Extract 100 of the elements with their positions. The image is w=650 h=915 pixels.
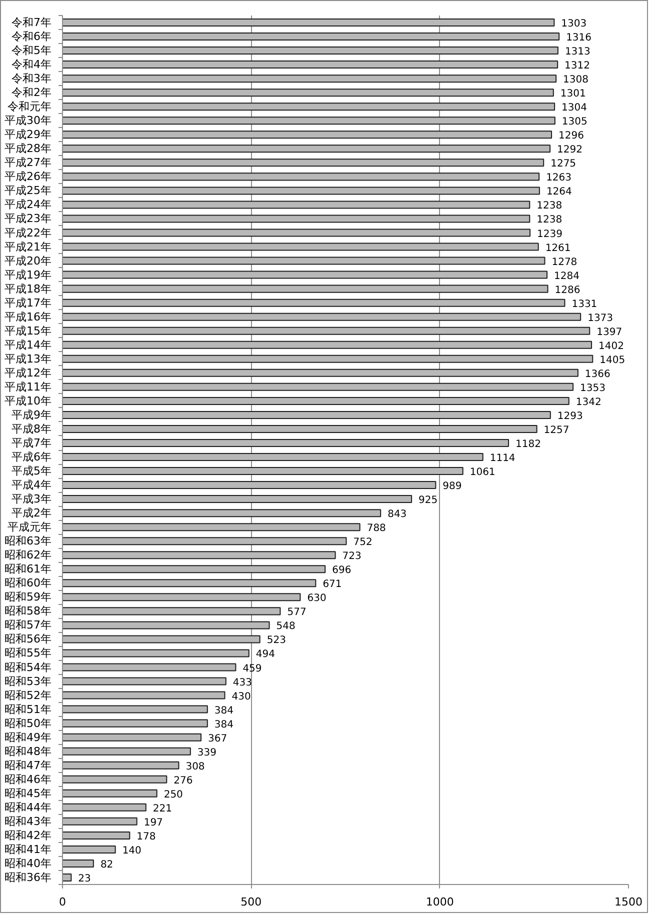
y-tick-label: 昭和53年 [4, 674, 52, 688]
data-label: 1239 [537, 228, 562, 240]
y-tick-label: 平成22年 [4, 226, 52, 240]
y-tick-label: 平成25年 [4, 184, 52, 198]
bar [62, 438, 510, 447]
bar [62, 46, 558, 55]
data-label: 1238 [536, 214, 562, 226]
data-label: 1305 [562, 116, 588, 128]
bar [62, 256, 546, 265]
bar [62, 228, 531, 237]
y-tick-label: 平成26年 [4, 170, 52, 184]
bar [62, 368, 578, 377]
bar [62, 74, 557, 83]
bar [62, 270, 548, 279]
data-label: 1061 [470, 467, 496, 478]
data-label: 925 [418, 495, 438, 506]
data-label: 140 [122, 845, 142, 856]
data-label: 308 [186, 761, 205, 772]
data-label: 1296 [558, 130, 584, 142]
bar [62, 214, 530, 223]
y-tick-label: 昭和52年 [4, 688, 52, 702]
y-tick-label: 昭和51年 [4, 702, 52, 716]
bar [62, 410, 551, 419]
y-tick-label: 平成17年 [4, 296, 52, 310]
bar [62, 635, 260, 644]
y-tick-label: 令和6年 [12, 30, 52, 44]
y-tick-label: 平成24年 [4, 198, 52, 212]
y-tick-label: 昭和56年 [4, 632, 52, 646]
bar [62, 621, 270, 630]
bar [62, 298, 566, 307]
bar [62, 312, 582, 321]
bar [62, 537, 347, 546]
data-label: 1402 [598, 340, 624, 352]
bar [62, 509, 382, 518]
data-label: 1238 [536, 200, 562, 212]
y-tick-label: 平成7年 [12, 436, 52, 450]
bar [62, 32, 560, 41]
data-label: 178 [136, 831, 156, 842]
data-label: 723 [342, 551, 362, 562]
bar [62, 453, 484, 462]
data-label: 459 [242, 663, 262, 674]
y-tick-label: 平成20年 [4, 254, 52, 268]
data-label: 1284 [554, 270, 580, 282]
data-label: 989 [442, 481, 462, 492]
y-tick-label: 平成21年 [4, 240, 52, 254]
y-tick-label: 昭和55年 [4, 646, 52, 660]
data-label: 1312 [564, 60, 590, 72]
y-tick-label: 平成12年 [4, 366, 52, 380]
y-tick-label: 平成3年 [12, 492, 52, 506]
bar [62, 18, 555, 27]
data-label: 523 [266, 635, 286, 646]
x-tick-label: 1500 [614, 896, 643, 908]
y-tick-label: 昭和47年 [4, 758, 52, 772]
bar [62, 719, 208, 728]
bar [62, 102, 556, 111]
y-tick-label: 昭和40年 [4, 856, 52, 870]
bar [62, 593, 301, 602]
data-label: 82 [100, 859, 114, 870]
bar [62, 789, 158, 798]
bar [62, 144, 551, 153]
bar [62, 873, 72, 882]
y-tick-label: 昭和41年 [4, 842, 52, 856]
y-tick-label: 昭和44年 [4, 800, 52, 814]
data-label: 494 [256, 649, 275, 660]
data-label: 1261 [545, 242, 571, 254]
y-tick-label: 昭和45年 [4, 786, 52, 800]
data-label: 1373 [588, 312, 614, 324]
data-label: 1316 [566, 32, 592, 44]
bar [62, 803, 146, 812]
bar [62, 551, 336, 560]
y-tick-label: 昭和60年 [4, 576, 52, 590]
y-tick-label: 昭和48年 [4, 744, 52, 758]
x-tick-label: 1000 [426, 896, 454, 908]
bar [62, 677, 226, 686]
bar [62, 158, 544, 167]
bar [62, 88, 554, 97]
y-tick-label: 令和4年 [12, 58, 52, 72]
bar [62, 467, 464, 476]
data-label: 1264 [546, 186, 572, 198]
data-label: 430 [232, 691, 251, 702]
y-tick-label: 昭和57年 [4, 618, 52, 632]
data-label: 1342 [576, 396, 602, 408]
y-tick-label: 令和3年 [12, 72, 52, 86]
y-tick-label: 平成13年 [4, 352, 52, 366]
y-tick-label: 昭和36年 [4, 870, 52, 884]
data-label: 1275 [550, 158, 576, 170]
data-label: 1366 [584, 368, 610, 380]
y-tick-label: 平成元年 [8, 520, 52, 534]
bar [62, 747, 191, 756]
y-tick-label: 昭和43年 [4, 814, 52, 828]
bar [62, 60, 558, 69]
y-tick-label: 平成29年 [4, 128, 52, 142]
bar [62, 607, 281, 616]
y-tick-label: 平成16年 [4, 310, 52, 324]
bar [62, 326, 590, 335]
data-label: 788 [366, 523, 386, 534]
y-tick-label: 昭和50年 [4, 716, 52, 730]
bar [62, 172, 540, 181]
data-label: 1313 [564, 46, 590, 58]
data-label: 1304 [562, 102, 587, 114]
